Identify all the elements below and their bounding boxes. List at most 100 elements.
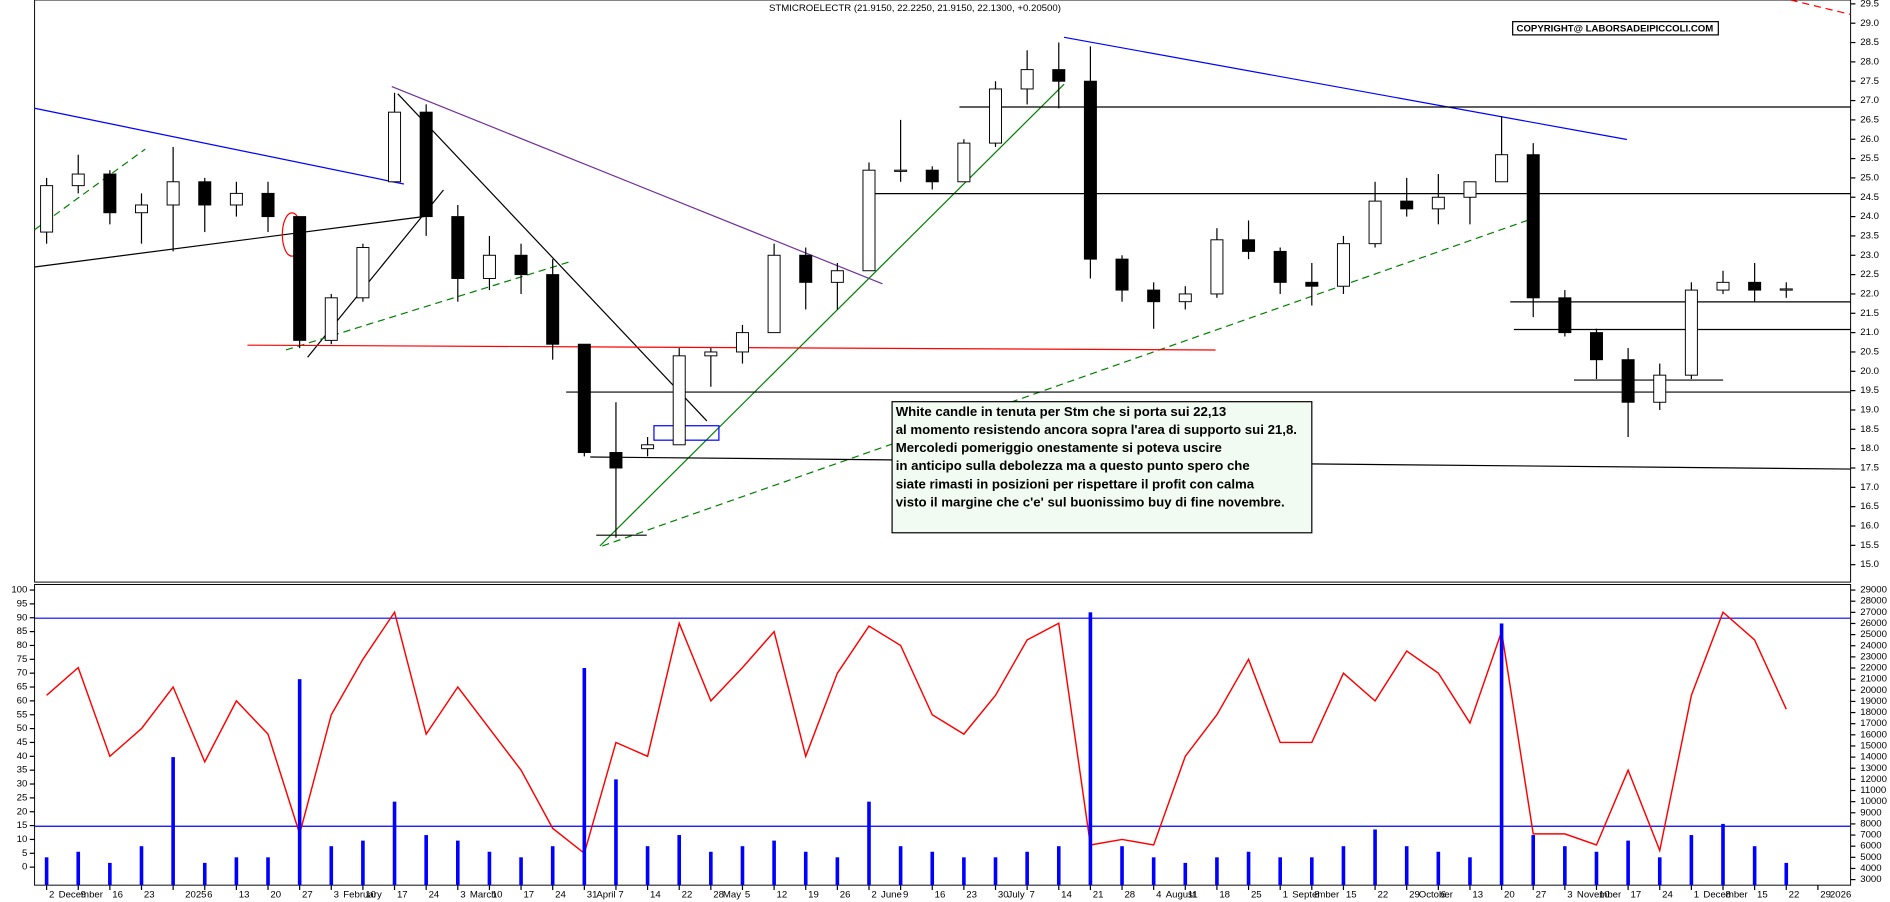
y-tick-label: 65	[17, 682, 28, 693]
y-tick-label: 20	[17, 806, 28, 817]
candle-body	[1273, 250, 1287, 283]
y-tick-label: 25.5	[1860, 153, 1879, 164]
volume-bar	[487, 851, 492, 886]
y2-tick-label: 23000	[1860, 651, 1887, 662]
candle-body	[71, 173, 85, 187]
volume-bar	[835, 857, 840, 886]
x-tick-label: 19	[808, 889, 819, 900]
y-tick-label: 25.0	[1860, 172, 1879, 183]
candle-body	[1178, 293, 1192, 303]
x-tick-label: 17	[1631, 889, 1642, 900]
volume-bar	[1499, 623, 1504, 886]
x-tick-label: 15	[1757, 889, 1768, 900]
x-tick-label: 31	[587, 889, 598, 900]
y2-tick-label: 13000	[1860, 763, 1887, 774]
volume-bar	[930, 851, 935, 886]
price-panel	[34, 0, 1852, 583]
candle-body	[229, 192, 243, 206]
month-label: 2026	[1830, 889, 1851, 900]
x-tick-label: 23	[966, 889, 977, 900]
y2-tick-label: 5000	[1860, 852, 1881, 863]
volume-bar	[1657, 857, 1662, 886]
y-tick-label: 24.0	[1860, 211, 1879, 222]
x-tick-label: 25	[1251, 889, 1262, 900]
volume-bar	[1752, 846, 1757, 886]
volume-bar	[1183, 862, 1188, 886]
y2-tick-label: 20000	[1860, 685, 1887, 696]
volume-bar	[1215, 857, 1219, 886]
x-tick-label: 29	[1409, 889, 1420, 900]
support-line	[247, 344, 1216, 351]
y2-tick-label: 9000	[1860, 807, 1881, 818]
month-label: May	[723, 889, 741, 900]
y-tick-label: 60	[17, 695, 28, 706]
y2-tick-label: 15000	[1860, 741, 1887, 752]
candle-body	[1147, 289, 1161, 303]
y-tick-label: 23.5	[1860, 230, 1879, 241]
y-tick-label: 22.0	[1860, 288, 1879, 299]
volume-bar	[1246, 851, 1251, 886]
y-tick-label: 10	[17, 834, 28, 845]
volume-bar	[424, 835, 428, 886]
y-tick-label: 15.5	[1860, 540, 1879, 551]
y-tick-label: 15	[17, 820, 28, 831]
y-tick-label: 21.0	[1860, 327, 1879, 338]
month-label: February	[343, 889, 382, 900]
x-tick-label: 23	[144, 889, 155, 900]
candle-body	[1684, 289, 1698, 376]
x-tick-label: 17	[397, 889, 408, 900]
candle-body	[1716, 281, 1730, 291]
volume-bar	[803, 851, 808, 886]
month-label: December	[1703, 889, 1748, 900]
candle-body	[1495, 154, 1509, 183]
candle-body	[388, 111, 402, 183]
y-tick-label: 0	[22, 862, 27, 873]
y-tick-label: 15.0	[1860, 559, 1879, 570]
candle-body	[1526, 154, 1540, 299]
volume-bar	[1120, 846, 1124, 886]
month-label: 2025	[185, 889, 206, 900]
volume-bar	[1436, 851, 1441, 886]
candle-body	[1083, 80, 1097, 260]
trendline	[602, 219, 1529, 547]
x-tick-label: 3	[334, 889, 339, 900]
copyright-box	[1512, 21, 1719, 36]
candle-body	[1589, 332, 1603, 361]
y-tick-label: 28.0	[1860, 56, 1879, 67]
volume-bar	[645, 846, 650, 886]
x-tick-label: 20	[270, 889, 281, 900]
candle-body	[356, 247, 370, 299]
y2-tick-label: 26000	[1860, 618, 1887, 629]
candle-body	[1242, 239, 1256, 252]
candle-body	[1621, 359, 1635, 403]
y2-tick-label: 10000	[1860, 796, 1887, 807]
trendline	[599, 83, 1065, 547]
volume-bar	[867, 801, 871, 886]
volume-bar	[361, 840, 365, 886]
x-tick-label: 22	[1789, 889, 1800, 900]
volume-bar	[44, 857, 49, 886]
candle-body	[1368, 200, 1382, 245]
x-tick-label: 3	[1567, 889, 1572, 900]
candle-body	[830, 270, 844, 283]
x-tick-label: 7	[1030, 889, 1035, 900]
candle-body	[198, 181, 212, 206]
candle-body	[1431, 196, 1445, 210]
candle-body	[957, 142, 971, 183]
annotation: White candle in tenuta per Stm che si po…	[896, 404, 1227, 419]
volume-bar	[1341, 846, 1346, 886]
candle-body	[641, 444, 655, 450]
volume-bar	[614, 779, 618, 886]
candle-body	[735, 332, 749, 353]
y2-tick-label: 25000	[1860, 629, 1887, 640]
y-tick-label: 40	[17, 751, 28, 762]
x-tick-label: 10	[365, 889, 376, 900]
x-tick-label: 2	[871, 889, 876, 900]
y-tick-label: 95	[17, 598, 28, 609]
x-tick-label: 22	[682, 889, 693, 900]
candle-body	[514, 254, 528, 276]
x-tick-label: 10	[492, 889, 503, 900]
y-tick-label: 50	[17, 723, 28, 734]
x-tick-label: 1	[1694, 889, 1699, 900]
x-tick-label: 27	[1536, 889, 1547, 900]
